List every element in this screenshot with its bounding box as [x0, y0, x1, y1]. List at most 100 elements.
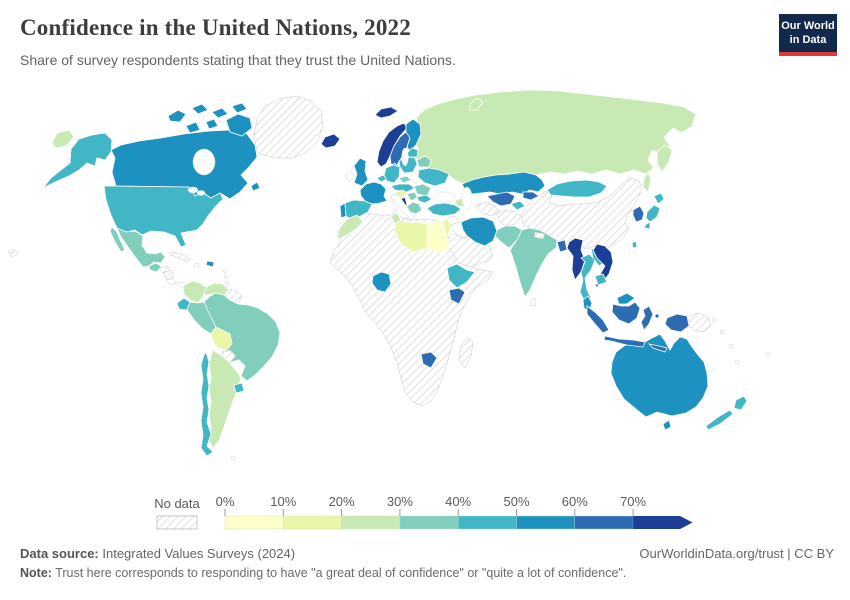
country-belarus[interactable] [416, 155, 432, 168]
country-france[interactable] [359, 181, 388, 205]
country-bulgaria[interactable] [416, 194, 433, 204]
country-indonesia-kalimantan[interactable] [611, 301, 641, 325]
country-uzbekistan[interactable] [486, 191, 516, 207]
country-afghanistan[interactable] [496, 209, 522, 227]
country-australia[interactable] [610, 333, 709, 418]
country-south-korea[interactable] [632, 205, 645, 223]
country-russia[interactable] [413, 89, 697, 185]
country-iran[interactable] [460, 216, 498, 247]
country-madagascar[interactable] [458, 337, 474, 369]
country-mexico-baja[interactable] [109, 226, 126, 253]
country-papua-new-guinea[interactable] [688, 312, 712, 333]
country-pacific-island-1[interactable] [711, 317, 717, 323]
country-pacific-island-3[interactable] [728, 343, 734, 349]
country-usa-alaska[interactable] [42, 132, 113, 189]
country-uruguay[interactable] [233, 382, 245, 394]
country-indonesia-sulawesi[interactable] [640, 305, 654, 331]
legend-bin-30-40%[interactable] [399, 515, 459, 530]
country-nicaragua[interactable] [162, 269, 175, 281]
country-bolivia[interactable] [210, 326, 233, 351]
country-mongolia[interactable] [546, 179, 608, 198]
country-africa-no-data[interactable] [329, 211, 494, 407]
country-canada-arctic-6[interactable] [205, 118, 219, 130]
country-russia-sakhalin[interactable] [642, 171, 652, 193]
country-baltics[interactable] [405, 147, 419, 158]
country-egypt[interactable] [426, 220, 452, 253]
country-antilles-2[interactable] [224, 275, 228, 279]
country-turkey[interactable] [426, 202, 462, 217]
country-chile[interactable] [200, 351, 214, 457]
country-ethiopia[interactable] [446, 263, 476, 289]
country-spain[interactable] [344, 199, 373, 219]
country-kyrgyzstan[interactable] [522, 191, 540, 201]
data-source-value[interactable]: Integrated Values Surveys (2024) [102, 546, 296, 561]
country-pacific-island-2[interactable] [719, 329, 725, 335]
country-hispaniola[interactable] [205, 260, 215, 268]
country-finland[interactable] [405, 118, 422, 152]
country-new-zealand-south[interactable] [705, 409, 734, 431]
legend-bin-70%+[interactable] [633, 516, 693, 529]
country-ireland[interactable] [344, 170, 356, 183]
country-italy-sardinia[interactable] [392, 208, 398, 214]
country-canada-newfoundland[interactable] [250, 181, 261, 192]
country-taiwan[interactable] [631, 240, 638, 249]
country-japan-kyushu[interactable] [644, 221, 651, 230]
legend-bin-40-50%[interactable] [458, 515, 517, 530]
country-japan-hokkaido[interactable] [653, 192, 665, 205]
rights-link[interactable]: OurWorldinData.org/trust | CC BY [639, 546, 834, 561]
country-guatemala[interactable] [148, 262, 162, 273]
country-mexico[interactable] [116, 227, 166, 268]
country-nepal[interactable] [533, 231, 546, 240]
country-argentina[interactable] [208, 349, 242, 449]
country-russia-kamchatka[interactable] [656, 144, 673, 173]
country-indonesia-lesser-sunda[interactable] [647, 343, 668, 353]
owid-logo[interactable]: Our World in Data [779, 14, 837, 56]
country-pacific-island-5[interactable] [765, 351, 771, 357]
legend-bin-60-70%[interactable] [574, 515, 634, 530]
country-indonesia-papua[interactable] [664, 313, 690, 333]
country-canada-arctic-2[interactable] [191, 103, 209, 115]
country-turkmenistan[interactable] [474, 201, 500, 217]
country-canada-baffin[interactable] [225, 113, 253, 137]
country-zimbabwe[interactable] [420, 351, 438, 369]
country-uk[interactable] [353, 157, 369, 187]
country-cambodia[interactable] [594, 273, 608, 286]
country-czechia[interactable] [398, 175, 412, 184]
country-norway-svalbard[interactable] [374, 106, 399, 119]
country-new-zealand-north[interactable] [733, 395, 748, 411]
country-germany[interactable] [383, 164, 401, 184]
legend-bin-10-20%[interactable] [283, 515, 342, 530]
legend-bin-20-30%[interactable] [341, 515, 401, 530]
country-nigeria[interactable] [371, 271, 392, 293]
country-iceland[interactable] [320, 133, 341, 149]
country-antilles-3[interactable] [225, 281, 229, 285]
country-morocco[interactable] [336, 214, 364, 241]
country-indonesia-sumatra[interactable] [586, 305, 610, 334]
country-india[interactable] [509, 227, 558, 298]
country-canada-arctic-4[interactable] [231, 102, 248, 114]
country-antilles-1[interactable] [223, 269, 227, 273]
country-indonesia-moluccas[interactable] [654, 313, 660, 319]
country-japan-honshu[interactable] [645, 204, 661, 223]
country-australia-tasmania[interactable] [662, 419, 672, 431]
country-sri-lanka[interactable] [530, 297, 537, 307]
country-russia-novaya-zemlya[interactable] [469, 97, 484, 111]
country-romania[interactable] [413, 183, 432, 197]
country-pacific-island-4[interactable] [734, 359, 740, 365]
country-bangladesh[interactable] [556, 239, 568, 253]
legend-bin-50-60%[interactable] [516, 515, 575, 530]
country-austria-hungary[interactable] [390, 183, 416, 193]
country-russia-chukotka-wrap[interactable] [51, 129, 75, 149]
country-malaysia-borneo[interactable] [616, 292, 636, 305]
country-peru[interactable] [186, 301, 217, 335]
country-canada-arctic-1[interactable] [167, 109, 187, 123]
country-canada-arctic-5[interactable] [185, 121, 201, 134]
country-kenya[interactable] [448, 287, 466, 305]
country-tajikistan[interactable] [510, 200, 526, 211]
country-jamaica[interactable] [193, 262, 200, 268]
legend-bin-0-10%[interactable] [224, 515, 284, 530]
country-falkland[interactable] [230, 455, 236, 461]
country-indonesia-java[interactable] [603, 335, 646, 348]
country-usa-hawaii[interactable] [7, 248, 19, 258]
country-italy[interactable] [390, 192, 416, 221]
